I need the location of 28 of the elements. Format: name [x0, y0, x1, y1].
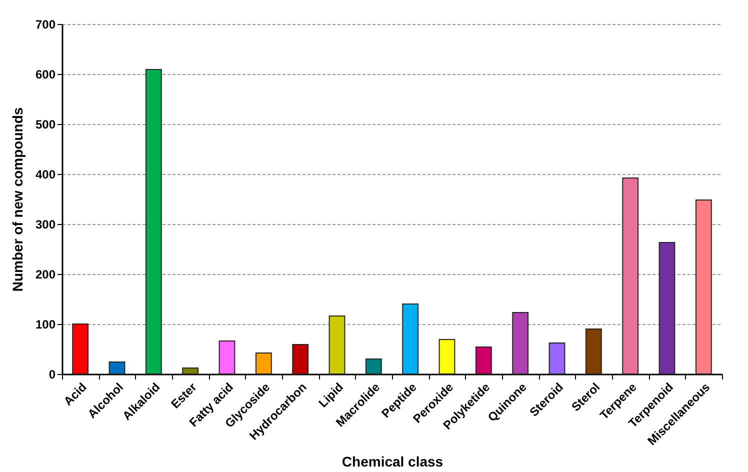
bar — [438, 339, 456, 374]
y-tick-label: 400 — [35, 168, 56, 182]
y-tick-label: 0 — [48, 368, 56, 382]
bar — [695, 200, 712, 374]
y-tick-label: 700 — [35, 18, 56, 32]
y-tick-label: 200 — [35, 268, 56, 282]
bar — [255, 352, 272, 374]
bar — [475, 346, 492, 374]
bar — [182, 368, 199, 374]
bar — [622, 178, 639, 374]
bar — [292, 344, 309, 374]
bar — [72, 324, 89, 374]
x-axis-title: Chemical class — [342, 453, 444, 470]
bar — [548, 342, 566, 374]
y-tick-label: 300 — [35, 218, 56, 232]
y-axis-title: Number of new compounds — [9, 107, 26, 292]
bar — [365, 358, 382, 374]
bar — [658, 242, 676, 374]
bar — [108, 362, 126, 374]
bar — [512, 312, 529, 374]
bar — [218, 340, 236, 374]
bar — [585, 328, 602, 374]
y-tick-label: 600 — [35, 68, 56, 82]
bar — [402, 304, 419, 374]
bar — [145, 69, 162, 374]
y-tick-label: 500 — [35, 118, 56, 132]
y-tick-label: 100 — [35, 318, 56, 332]
bar — [328, 316, 346, 374]
